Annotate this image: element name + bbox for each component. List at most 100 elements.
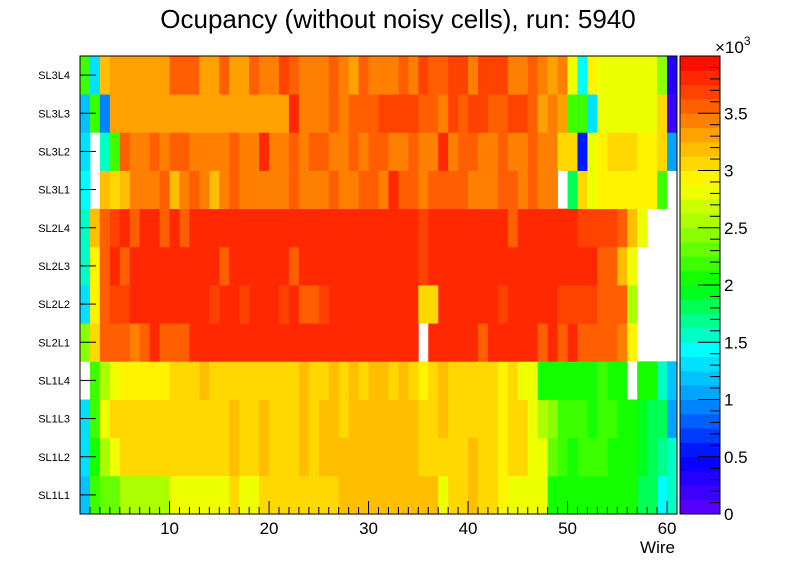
heatmap-cell	[507, 170, 519, 210]
heatmap-cell	[328, 361, 340, 400]
heatmap-cell	[587, 285, 598, 324]
heatmap-cell	[438, 170, 449, 210]
heatmap-cell	[189, 475, 200, 515]
y-tick-label: SL3L2	[38, 146, 70, 158]
heatmap-cell	[398, 475, 409, 515]
palette-swatch	[680, 113, 720, 128]
heatmap-cell	[577, 437, 588, 477]
heatmap-cell	[298, 437, 310, 477]
heatmap-cell	[199, 56, 210, 95]
heatmap-cell	[507, 246, 519, 286]
heatmap-cell	[269, 361, 280, 400]
heatmap-cell	[617, 246, 628, 286]
heatmap-cell	[338, 437, 350, 477]
heatmap-cell	[318, 94, 330, 133]
heatmap-cell	[368, 132, 379, 171]
heatmap-cell	[298, 285, 310, 324]
heatmap-cell	[239, 323, 250, 362]
heatmap-cell	[279, 132, 290, 171]
heatmap-cell	[279, 475, 290, 515]
heatmap-cell	[577, 475, 588, 515]
heatmap-cell	[507, 285, 519, 324]
heatmap-cell	[328, 132, 340, 171]
heatmap-cell	[338, 361, 350, 400]
heatmap-cell	[119, 475, 131, 515]
heatmap-cell	[249, 475, 260, 515]
heatmap-cell	[129, 94, 141, 133]
heatmap-cell	[149, 323, 160, 362]
heatmap-cell	[448, 132, 459, 171]
heatmap-cell	[398, 285, 409, 324]
heatmap-cell	[567, 437, 578, 477]
heatmap-cell	[647, 170, 658, 210]
heatmap-cell	[189, 361, 200, 400]
heatmap-cell	[577, 246, 588, 286]
heatmap-cell	[368, 170, 379, 210]
heatmap-cell	[458, 285, 469, 324]
heatmap-cell	[418, 285, 429, 324]
heatmap-cell	[269, 323, 280, 362]
heatmap-cell	[199, 208, 210, 248]
heatmap-cell	[149, 208, 160, 248]
heatmap-cell	[537, 170, 549, 210]
heatmap-cell	[279, 285, 290, 324]
heatmap-cell	[557, 94, 568, 133]
heatmap-cell	[637, 170, 648, 210]
heatmap-cell	[418, 56, 429, 95]
z-tick-label: 3.5	[724, 104, 748, 123]
heatmap-cell	[199, 170, 210, 210]
heatmap-cell	[647, 94, 658, 133]
heatmap-cell	[99, 475, 111, 515]
heatmap-cell	[318, 208, 330, 248]
heatmap-cell	[388, 94, 399, 133]
heatmap-cell	[388, 132, 399, 171]
heatmap-cell	[219, 208, 230, 248]
y-tick-label: SL2L4	[38, 223, 70, 235]
heatmap-cell	[269, 475, 280, 515]
heatmap-cell	[597, 475, 608, 515]
heatmap-cell	[189, 132, 200, 171]
heatmap-cell	[279, 94, 290, 133]
heatmap-cell	[657, 94, 668, 133]
heatmap-cell	[388, 285, 399, 324]
palette-swatch	[680, 199, 720, 214]
palette-swatch	[680, 170, 720, 186]
x-tick-label: 50	[558, 519, 577, 538]
x-tick-label: 30	[359, 519, 378, 538]
heatmap-cell	[298, 56, 310, 95]
heatmap-cell	[438, 208, 449, 248]
heatmap-cell	[497, 246, 509, 286]
heatmap-cell	[398, 132, 409, 171]
heatmap-cell	[487, 399, 499, 439]
heatmap-cell	[667, 437, 678, 477]
heatmap-cell	[378, 437, 389, 477]
heatmap-cell	[288, 132, 300, 171]
heatmap-cell	[169, 56, 180, 95]
heatmap-cell	[607, 399, 618, 439]
heatmap-cell	[368, 94, 379, 133]
heatmap-cell	[169, 323, 180, 362]
heatmap-cell	[408, 56, 419, 95]
heatmap-cell	[358, 361, 369, 400]
heatmap-cell	[368, 437, 379, 477]
heatmap-cell	[487, 246, 499, 286]
heatmap-cell	[537, 323, 549, 362]
heatmap-cell	[269, 208, 280, 248]
heatmap-cell	[607, 56, 618, 95]
heatmap-cell	[298, 475, 310, 515]
heatmap-cell	[577, 323, 588, 362]
heatmap-cell	[597, 56, 608, 95]
heatmap-cell	[537, 246, 549, 286]
heatmap-cell	[229, 285, 240, 324]
heatmap-cell	[517, 208, 529, 248]
x-axis: 10 20 30 40 50 60	[89, 501, 677, 538]
heatmap-cell	[517, 170, 529, 210]
heatmap-cell	[507, 475, 519, 515]
heatmap-cell	[308, 132, 320, 171]
heatmap-cell	[647, 132, 658, 171]
heatmap-cell	[448, 399, 459, 439]
palette-swatch	[680, 471, 720, 486]
heatmap-cell	[179, 285, 190, 324]
heatmap-cell	[438, 94, 449, 133]
heatmap-cell	[428, 94, 439, 133]
